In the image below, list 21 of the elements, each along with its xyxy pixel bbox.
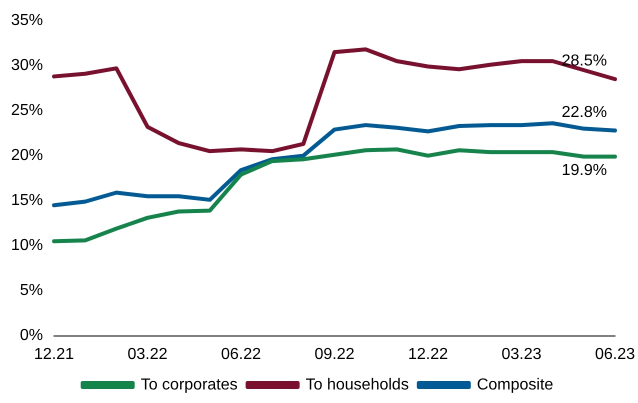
- annotation: 19.9%: [562, 162, 607, 179]
- y-tick-label: 20%: [10, 147, 44, 164]
- y-tick-label: 30%: [10, 57, 44, 74]
- annotation: 28.5%: [562, 52, 607, 70]
- x-tick-label: 12.21: [34, 346, 74, 363]
- y-tick-label: 25%: [10, 102, 44, 120]
- x-tick-label: 03.23: [501, 346, 542, 363]
- legend-label: To corporates: [140, 376, 238, 394]
- y-tick-label: 10%: [10, 237, 44, 254]
- annotation: 22.8%: [562, 104, 607, 121]
- x-tick-label: 06.23: [594, 346, 636, 363]
- x-tick-label: 06.22: [220, 346, 262, 363]
- y-tick-label: 15%: [10, 192, 44, 210]
- x-tick-label: 03.22: [127, 346, 168, 363]
- legend-label: Composite: [476, 376, 554, 394]
- x-tick-label: 09.22: [314, 346, 355, 363]
- legend-label: To households: [306, 376, 409, 394]
- y-tick-label: 0%: [20, 327, 44, 344]
- y-tick-label: 5%: [20, 282, 44, 300]
- x-tick-label: 12.22: [408, 346, 448, 363]
- y-tick-label: 35%: [10, 12, 44, 30]
